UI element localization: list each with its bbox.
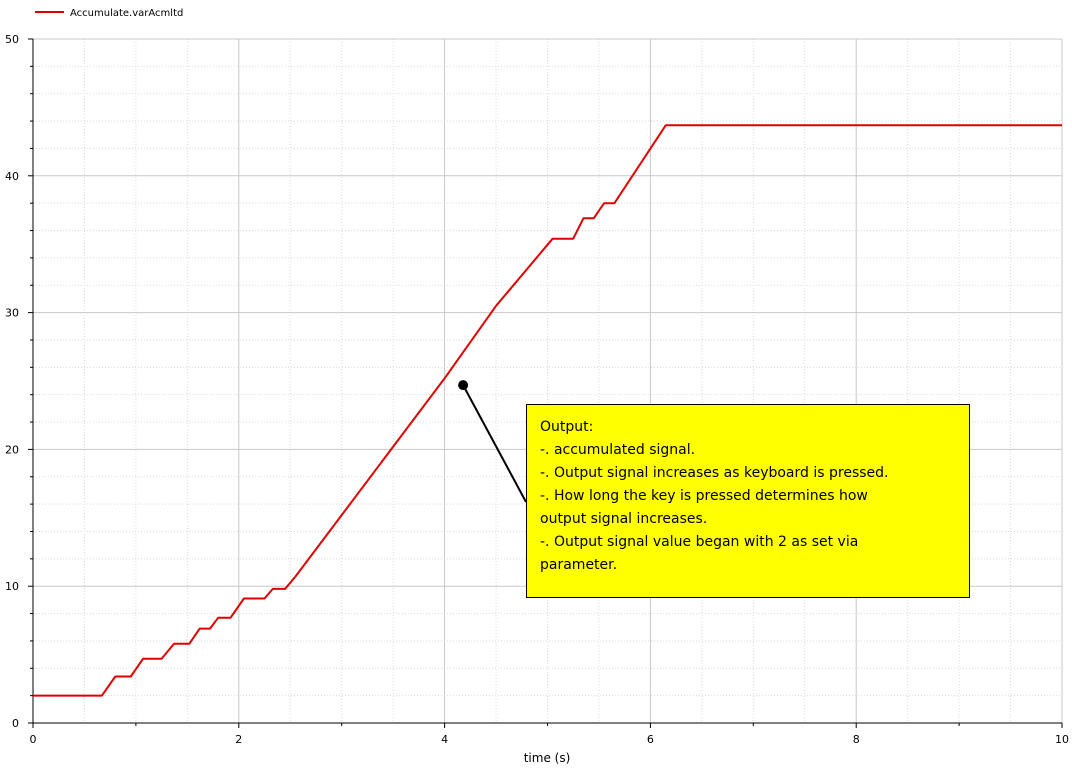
tick-labels: 0 2 4 6 8 10 0 10 20 30 40 50 bbox=[5, 33, 1069, 746]
y-tick-label: 40 bbox=[5, 170, 19, 183]
annotation-line: -. How long the key is pressed determine… bbox=[540, 488, 868, 504]
y-tick-label: 30 bbox=[5, 307, 19, 320]
annotation-line: output signal increases. bbox=[540, 511, 708, 527]
y-tick-label: 20 bbox=[5, 443, 19, 456]
annotation-line: -. Output signal value began with 2 as s… bbox=[540, 534, 859, 550]
annotation-layer bbox=[458, 380, 527, 503]
tick-marks bbox=[28, 38, 1063, 728]
annotation-line: -. Output signal increases as keyboard i… bbox=[540, 465, 889, 481]
y-tick-label: 0 bbox=[12, 717, 19, 730]
legend-label: Accumulate.varAcmltd bbox=[70, 8, 183, 19]
series-line bbox=[33, 124, 1062, 697]
annotation-box: Output: -. accumulated signal. -. Output… bbox=[526, 404, 970, 598]
annotation-line: Output: bbox=[540, 419, 594, 435]
x-tick-label: 4 bbox=[441, 733, 448, 746]
annotation-leader-line bbox=[462, 384, 527, 503]
y-tick-label: 50 bbox=[5, 33, 19, 46]
annotation-line: parameter. bbox=[540, 557, 618, 573]
x-tick-label: 10 bbox=[1055, 733, 1069, 746]
legend[interactable]: Accumulate.varAcmltd bbox=[35, 8, 183, 19]
y-tick-label: 10 bbox=[5, 580, 19, 593]
series-layer bbox=[33, 124, 1062, 697]
x-axis-title: time (s) bbox=[524, 751, 571, 765]
x-tick-label: 8 bbox=[853, 733, 860, 746]
x-tick-label: 6 bbox=[647, 733, 654, 746]
minor-gridlines bbox=[33, 39, 1062, 723]
annotation-marker bbox=[458, 380, 469, 391]
x-tick-label: 2 bbox=[235, 733, 242, 746]
annotation-line: -. accumulated signal. bbox=[540, 442, 696, 458]
x-tick-label: 0 bbox=[30, 733, 37, 746]
